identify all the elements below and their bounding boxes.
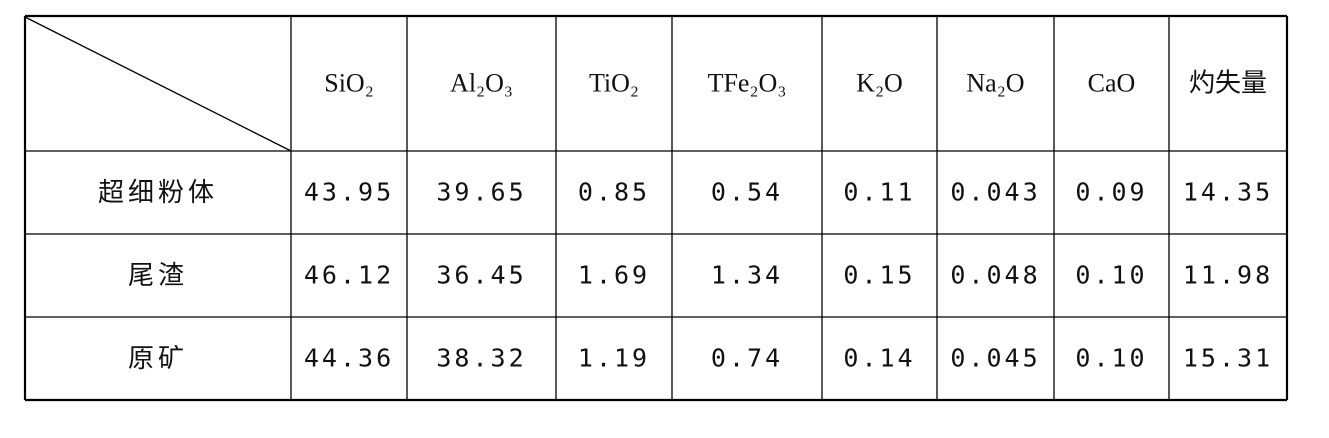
column-header: Al₂O₃ [450, 68, 513, 97]
cell-value: 39.65 [436, 178, 526, 207]
cell-value: 0.10 [1075, 261, 1147, 290]
column-header: Na₂O [966, 68, 1024, 97]
column-header: TiO₂ [589, 68, 639, 97]
column-header: SiO₂ [324, 68, 374, 97]
cell-value: 0.74 [711, 344, 783, 373]
cell-value: 0.85 [578, 178, 650, 207]
column-header: K₂O [856, 68, 903, 97]
cell-value: 0.15 [843, 261, 915, 290]
column-header: TFe₂O₃ [708, 68, 787, 97]
cell-value: 38.32 [436, 344, 526, 373]
row-label: 尾渣 [128, 261, 188, 291]
cell-value: 11.98 [1183, 261, 1273, 290]
cell-value: 14.35 [1183, 178, 1273, 207]
column-header: 灼失量 [1189, 68, 1267, 97]
cell-value: 44.36 [304, 344, 394, 373]
cell-value: 1.34 [711, 261, 783, 290]
cell-value: 0.045 [950, 344, 1040, 373]
cell-value: 1.69 [578, 261, 650, 290]
cell-value: 36.45 [436, 261, 526, 290]
cell-value: 0.11 [843, 178, 915, 207]
column-header: CaO [1088, 68, 1136, 97]
diagonal-line [24, 16, 292, 152]
cell-value: 0.09 [1075, 178, 1147, 207]
cell-value: 46.12 [304, 261, 394, 290]
cell-value: 0.043 [950, 178, 1040, 207]
row-label: 原矿 [128, 344, 188, 374]
cell-value: 0.14 [843, 344, 915, 373]
cell-value: 1.19 [578, 344, 650, 373]
cell-value: 0.048 [950, 261, 1040, 290]
cell-value: 0.10 [1075, 344, 1147, 373]
cell-value: 43.95 [304, 178, 394, 207]
cell-value: 0.54 [711, 178, 783, 207]
row-label: 超细粉体 [98, 178, 218, 208]
cell-value: 15.31 [1183, 344, 1273, 373]
